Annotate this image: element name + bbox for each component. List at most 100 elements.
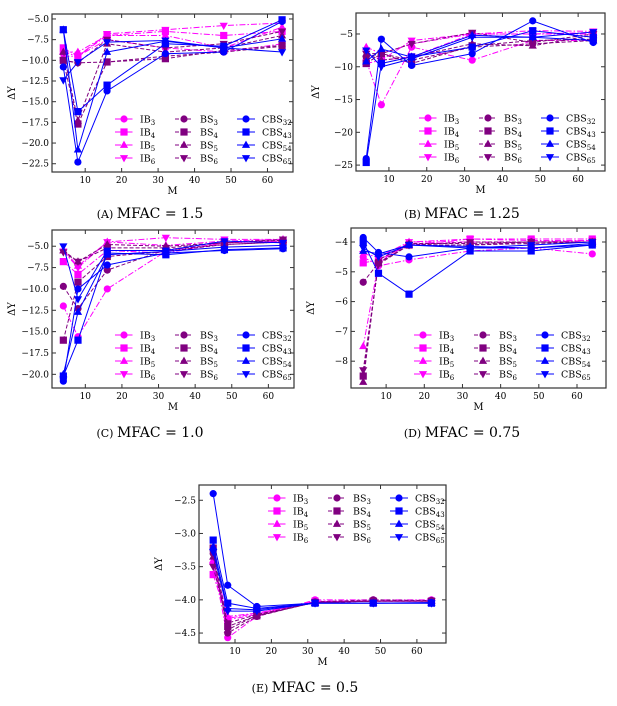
y-tick-label: −7.5 bbox=[27, 36, 49, 46]
data-point-ib3 bbox=[468, 56, 476, 64]
legend-item: CBS65 bbox=[390, 533, 445, 545]
y-tick-label: −5.0 bbox=[27, 15, 49, 25]
legend-item: IB4 bbox=[268, 507, 309, 519]
data-point-cbs65 bbox=[407, 56, 416, 64]
legend-item: IB3 bbox=[419, 114, 459, 127]
legend-label: BS3 bbox=[200, 115, 218, 128]
series-line-bs3 bbox=[212, 553, 432, 634]
y-tick-label: −22.5 bbox=[21, 160, 49, 170]
legend-marker bbox=[478, 371, 488, 379]
panel-caption: (A) MFAC = 1.5 bbox=[97, 206, 204, 222]
legend-item: IB3 bbox=[414, 331, 454, 343]
data-point-bs5 bbox=[59, 47, 68, 55]
y-tick-label: −4 bbox=[335, 238, 349, 248]
x-axis-label: M bbox=[473, 402, 483, 413]
data-point-cbs32 bbox=[59, 63, 67, 71]
chart-panel-a: 10 20 30 40 50 60 −5.0 −7.5 −10.0 −12.5 −15.0 −17.5… bbox=[7, 13, 294, 222]
series-line-cbs32 bbox=[365, 20, 594, 159]
data-point-bs4 bbox=[59, 336, 67, 344]
series-line-bs3 bbox=[62, 241, 284, 310]
legend-item: BS4 bbox=[328, 507, 372, 519]
data-point-cbs54 bbox=[209, 542, 218, 550]
data-point-cbs65 bbox=[466, 245, 475, 253]
legend-item: IB4 bbox=[115, 344, 156, 357]
x-tick-label: 20 bbox=[116, 392, 128, 402]
legend-marker bbox=[180, 344, 188, 352]
chart-panel-b: 10 20 30 40 50 60 −5 −10 −15 −20 −25 M ΔY IB3IB4IB5IB… bbox=[311, 12, 606, 222]
data-point-bs4 bbox=[103, 58, 111, 66]
legend-label: CBS43 bbox=[415, 507, 445, 520]
data-point-bs6 bbox=[59, 249, 68, 257]
legend-item: BS3 bbox=[328, 494, 371, 507]
legend-item: IB3 bbox=[268, 494, 308, 507]
legend-label: BS6 bbox=[200, 370, 219, 383]
series-line-cbs43 bbox=[62, 19, 283, 113]
data-point-cbs43 bbox=[74, 336, 82, 344]
data-point-cbs65 bbox=[278, 239, 288, 248]
y-tick-label: −3.5 bbox=[174, 563, 196, 573]
legend-marker bbox=[483, 154, 493, 162]
legend-label: IB4 bbox=[140, 344, 156, 357]
data-point-cbs54 bbox=[277, 34, 287, 42]
y-tick-label: −10 bbox=[334, 63, 353, 73]
legend-label: BS5 bbox=[200, 141, 218, 154]
legend-marker bbox=[394, 534, 404, 542]
data-point-cbs65 bbox=[59, 243, 68, 251]
x-tick-label: 60 bbox=[411, 647, 423, 657]
x-tick-label: 50 bbox=[375, 647, 387, 657]
legend-label: CBS54 bbox=[262, 357, 292, 370]
data-point-bs6 bbox=[73, 258, 83, 266]
data-point-cbs32 bbox=[74, 285, 82, 293]
legend-marker bbox=[418, 356, 428, 364]
legend-label: IB5 bbox=[439, 357, 454, 370]
legend-item: CBS54 bbox=[237, 141, 292, 153]
legend-label: CBS65 bbox=[262, 154, 292, 167]
legend-item: IB6 bbox=[115, 370, 156, 382]
legend-item: CBS43 bbox=[541, 127, 596, 139]
legend-label: IB3 bbox=[444, 114, 459, 127]
y-tick-label: −15 bbox=[334, 96, 353, 106]
data-point-cbs65 bbox=[589, 29, 598, 37]
legend-marker bbox=[545, 139, 555, 147]
data-point-bs5 bbox=[359, 377, 368, 385]
series-line-ib5 bbox=[362, 240, 593, 347]
legend-marker bbox=[241, 371, 251, 379]
legend-item: BS4 bbox=[175, 128, 219, 140]
legend-label: BS4 bbox=[200, 344, 219, 357]
legend-marker bbox=[180, 128, 188, 136]
x-tick-label: 40 bbox=[189, 176, 201, 186]
legend-item: IB3 bbox=[115, 331, 155, 344]
series-line-cbs43 bbox=[362, 241, 593, 295]
legend-label: IB3 bbox=[293, 494, 308, 507]
data-point-cbs65 bbox=[359, 245, 368, 253]
panel-caption: (E) MFAC = 0.5 bbox=[252, 680, 359, 696]
data-point-ib3 bbox=[377, 101, 385, 109]
legend-label: IB6 bbox=[140, 154, 156, 167]
data-point-cbs65 bbox=[209, 549, 218, 557]
data-point-cbs65 bbox=[362, 47, 371, 55]
series-line-cbs32 bbox=[62, 21, 283, 164]
legend-item: IB5 bbox=[419, 140, 459, 152]
plot-frame bbox=[355, 12, 606, 172]
series-line-cbs43 bbox=[365, 30, 594, 163]
x-tick-label: 40 bbox=[497, 175, 509, 185]
legend-item: CBS65 bbox=[536, 370, 591, 383]
legend-item: CBS32 bbox=[536, 331, 591, 343]
data-point-cbs65 bbox=[468, 34, 477, 42]
legend-label: CBS65 bbox=[561, 370, 591, 383]
legend-label: IB3 bbox=[140, 331, 155, 344]
y-tick-label: −17.5 bbox=[21, 349, 49, 359]
legend-item: IB6 bbox=[115, 154, 156, 167]
legend-marker bbox=[120, 128, 128, 136]
data-point-cbs43 bbox=[527, 247, 535, 255]
legend-item: BS3 bbox=[175, 331, 218, 343]
legend-marker bbox=[242, 344, 250, 352]
data-point-ib6 bbox=[102, 30, 112, 39]
data-point-cbs32 bbox=[529, 17, 537, 25]
legend-item: CBS43 bbox=[237, 344, 292, 356]
legend-label: BS3 bbox=[353, 494, 371, 507]
legend-item: CBS32 bbox=[390, 494, 445, 506]
data-point-cbs43 bbox=[468, 43, 476, 51]
data-point-cbs65 bbox=[73, 296, 83, 304]
